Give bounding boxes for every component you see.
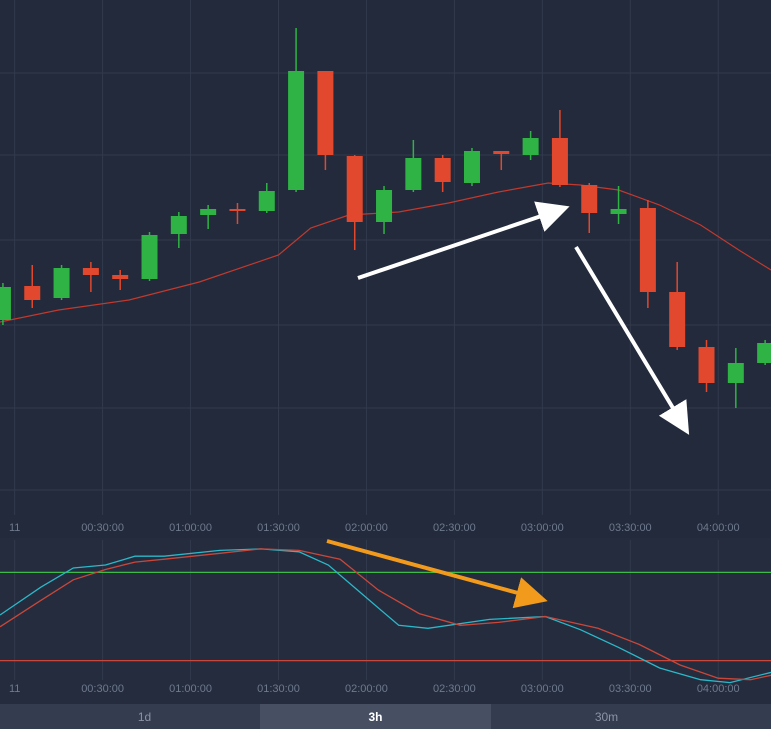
x-tick-label: 01:30:00	[257, 522, 300, 534]
candle-body	[170, 216, 187, 234]
x-tick-label: 00:30:00	[81, 683, 124, 695]
tab[interactable]: 3h	[368, 710, 382, 724]
candle-body	[141, 235, 158, 279]
x-tick-label: 00:30:00	[81, 522, 124, 534]
arrow	[357, 201, 570, 280]
candle-body	[229, 209, 246, 211]
candle-body	[669, 292, 686, 347]
candle-body	[727, 363, 744, 383]
candle-body	[346, 156, 363, 222]
x-tick-label: 02:30:00	[433, 683, 476, 695]
candle-body	[0, 287, 11, 320]
candle-body	[258, 191, 275, 211]
x-tick-label: 01:00:00	[169, 683, 212, 695]
candle-body	[112, 275, 129, 279]
arrow	[574, 245, 690, 435]
oscillator-panel	[0, 538, 771, 704]
candle-body	[405, 158, 422, 190]
candle-body	[463, 151, 480, 183]
candle-body	[200, 209, 217, 215]
candle-body	[551, 138, 568, 185]
moving-average	[0, 182, 771, 323]
tab[interactable]: 1d	[138, 710, 151, 724]
oscillator-line	[0, 548, 771, 684]
arrow	[326, 539, 548, 609]
oscillator-line	[0, 548, 771, 681]
x-tick-label: 03:00:00	[521, 522, 564, 534]
candle-body	[82, 268, 99, 275]
x-tick-label: 03:30:00	[609, 522, 652, 534]
candle-body	[698, 347, 715, 383]
candle-body	[639, 208, 656, 292]
x-tick-label: 02:00:00	[345, 683, 388, 695]
candle-body	[610, 209, 627, 214]
candle-body	[434, 158, 451, 182]
x-tick-label: 11	[9, 683, 20, 695]
candle-body	[581, 185, 598, 213]
x-tick-label: 04:00:00	[697, 683, 740, 695]
candle-body	[522, 138, 539, 155]
x-tick-label: 04:00:00	[697, 522, 740, 534]
candle-body	[24, 286, 41, 300]
x-tick-label: 03:30:00	[609, 683, 652, 695]
candle-body	[288, 71, 305, 190]
candle-body	[757, 343, 771, 363]
candle-body	[493, 151, 510, 154]
x-tick-label: 02:30:00	[433, 522, 476, 534]
x-tick-label: 01:00:00	[169, 522, 212, 534]
x-tick-label: 11	[9, 522, 20, 534]
candle-body	[376, 190, 393, 222]
candle-body	[317, 71, 334, 155]
tab[interactable]: 30m	[595, 710, 618, 724]
x-tick-label: 01:30:00	[257, 683, 300, 695]
tab-active-bg	[260, 704, 491, 729]
x-tick-label: 03:00:00	[521, 683, 564, 695]
x-tick-label: 02:00:00	[345, 522, 388, 534]
candle-body	[53, 268, 70, 298]
